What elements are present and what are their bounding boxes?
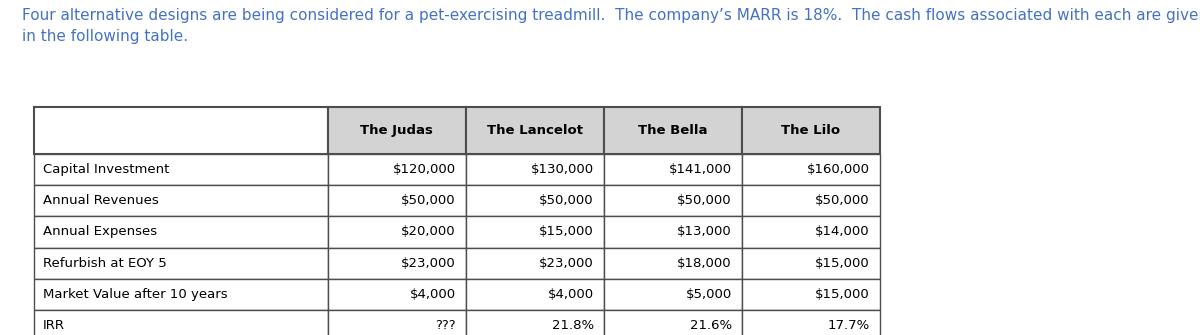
Bar [466, 107, 604, 154]
Text: The Bella: The Bella [638, 124, 707, 137]
Bar [742, 154, 880, 185]
Text: $160,000: $160,000 [808, 163, 870, 176]
Text: $130,000: $130,000 [530, 163, 594, 176]
Text: $4,000: $4,000 [548, 288, 594, 301]
Text: 17.7%: 17.7% [828, 319, 870, 332]
Bar [34, 248, 328, 279]
Bar [466, 310, 604, 335]
Text: IRR: IRR [43, 319, 65, 332]
Text: ???: ??? [436, 319, 456, 332]
Bar [328, 279, 466, 310]
Bar [466, 154, 604, 185]
Text: $50,000: $50,000 [677, 194, 732, 207]
Bar [328, 216, 466, 248]
Text: Refurbish at EOY 5: Refurbish at EOY 5 [43, 257, 167, 270]
Text: $5,000: $5,000 [685, 288, 732, 301]
Bar [604, 310, 742, 335]
Text: Annual Revenues: Annual Revenues [43, 194, 158, 207]
Text: $50,000: $50,000 [539, 194, 594, 207]
Text: $18,000: $18,000 [677, 257, 732, 270]
Bar [466, 279, 604, 310]
Bar [34, 216, 328, 248]
Bar [604, 279, 742, 310]
Bar [466, 185, 604, 216]
Bar [742, 216, 880, 248]
Text: Annual Expenses: Annual Expenses [43, 225, 157, 239]
Text: The Judas: The Judas [360, 124, 433, 137]
Text: $4,000: $4,000 [410, 288, 456, 301]
Bar [34, 310, 328, 335]
Bar [604, 248, 742, 279]
Text: Capital Investment: Capital Investment [43, 163, 169, 176]
Bar [466, 216, 604, 248]
Bar [328, 107, 466, 154]
Text: $23,000: $23,000 [401, 257, 456, 270]
Text: The Lilo: The Lilo [781, 124, 840, 137]
Text: Four alternative designs are being considered for a pet-exercising treadmill.  T: Four alternative designs are being consi… [22, 8, 1200, 44]
Text: $120,000: $120,000 [392, 163, 456, 176]
Bar [34, 154, 328, 185]
Bar [34, 279, 328, 310]
Text: $15,000: $15,000 [539, 225, 594, 239]
Bar [328, 185, 466, 216]
Text: $20,000: $20,000 [401, 225, 456, 239]
Text: $14,000: $14,000 [815, 225, 870, 239]
Bar [742, 279, 880, 310]
Text: $50,000: $50,000 [815, 194, 870, 207]
Text: $141,000: $141,000 [668, 163, 732, 176]
Bar [328, 154, 466, 185]
Text: $50,000: $50,000 [401, 194, 456, 207]
Text: 21.6%: 21.6% [690, 319, 732, 332]
Bar [742, 248, 880, 279]
Text: The Lancelot: The Lancelot [487, 124, 583, 137]
Text: Market Value after 10 years: Market Value after 10 years [43, 288, 228, 301]
Bar [742, 310, 880, 335]
Text: $15,000: $15,000 [815, 257, 870, 270]
Bar [328, 310, 466, 335]
Bar [604, 154, 742, 185]
Bar [742, 185, 880, 216]
Bar [466, 248, 604, 279]
Bar [328, 248, 466, 279]
Bar [742, 107, 880, 154]
Bar [34, 185, 328, 216]
Text: $15,000: $15,000 [815, 288, 870, 301]
Bar [604, 107, 742, 154]
Bar [604, 216, 742, 248]
Bar [604, 185, 742, 216]
Text: 21.8%: 21.8% [552, 319, 594, 332]
Bar [34, 107, 328, 154]
Text: $13,000: $13,000 [677, 225, 732, 239]
Text: $23,000: $23,000 [539, 257, 594, 270]
